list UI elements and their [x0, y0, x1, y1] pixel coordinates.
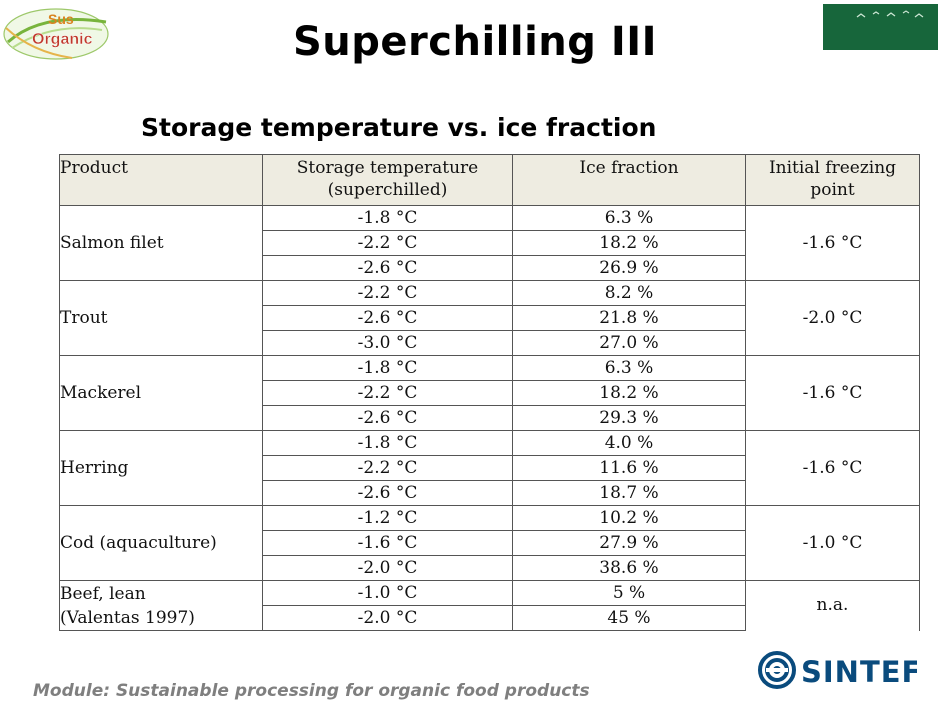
- storage-temperature-cell: -3.0 °C: [262, 330, 513, 356]
- table-row: -2.2 °C 18.2 %: [60, 380, 920, 406]
- module-footer: Module: Sustainable processing for organ…: [33, 681, 590, 701]
- ice-fraction-cell: 38.6 %: [512, 555, 746, 581]
- storage-temperature-cell: -2.2 °C: [262, 455, 513, 481]
- storage-temperature-cell: -2.2 °C: [262, 230, 513, 256]
- ice-fraction-cell: 10.2 %: [512, 505, 746, 531]
- product-name: Beef, lean: [60, 583, 146, 604]
- table-row: -1.6 °C 27.9 %: [60, 530, 920, 556]
- table-row: -2.6 °C 29.3 %: [60, 405, 920, 431]
- table-row: -2.6 °C 21.8 %: [60, 305, 920, 331]
- ice-fraction-table: Product Storage temperature (superchille…: [59, 154, 920, 631]
- storage-temperature-cell: -1.8 °C: [262, 430, 513, 456]
- storage-temperature-cell: -2.6 °C: [262, 405, 513, 431]
- ice-fraction-cell: 27.0 %: [512, 330, 746, 356]
- product-cell: Mackerel: [59, 355, 263, 431]
- ice-fraction-cell: 8.2 %: [512, 280, 746, 306]
- table-row: Herring -1.8 °C 4.0 % -1.6 °C: [59, 430, 920, 506]
- initial-freezing-point-cell: -1.0 °C: [745, 505, 920, 581]
- svg-text:Sus: Sus: [48, 11, 74, 27]
- storage-temperature-cell: -1.6 °C: [262, 530, 513, 556]
- table-row: -3.0 °C 27.0 %: [60, 330, 920, 356]
- ice-fraction-cell: 18.2 %: [512, 380, 746, 406]
- storage-temperature-cell: -1.0 °C: [262, 580, 513, 606]
- product-cell: Beef, lean (Valentas 1997): [59, 580, 263, 631]
- storage-temperature-cell: -2.6 °C: [262, 255, 513, 281]
- table-row: Mackerel -1.8 °C 6.3 % -1.6 °C: [59, 355, 920, 431]
- table-row: -2.6 °C 18.7 %: [60, 480, 920, 506]
- storage-temperature-cell: -2.6 °C: [262, 305, 513, 331]
- storage-temperature-cell: -1.8 °C: [262, 355, 513, 381]
- ice-fraction-cell: 26.9 %: [512, 255, 746, 281]
- product-cell: Trout: [59, 280, 263, 356]
- product-cell: Cod (aquaculture): [59, 505, 263, 581]
- storage-temperature-cell: -1.2 °C: [262, 505, 513, 531]
- storage-temperature-cell: -2.2 °C: [262, 280, 513, 306]
- table-row: -2.2 °C 18.2 %: [60, 230, 920, 256]
- ice-fraction-cell: 6.3 %: [512, 205, 746, 231]
- sus-organic-logo: Sus Organic: [2, 2, 110, 64]
- core-organic-logo: [823, 4, 938, 50]
- table-row: Cod (aquaculture) -1.2 °C 10.2 % -1.0 °C: [59, 505, 920, 581]
- initial-freezing-point-cell: -1.6 °C: [745, 205, 920, 281]
- product-cell: Salmon filet: [59, 205, 263, 281]
- column-header-product: Product: [59, 154, 263, 206]
- ice-fraction-cell: 11.6 %: [512, 455, 746, 481]
- ice-fraction-cell: 21.8 %: [512, 305, 746, 331]
- storage-temperature-cell: -2.0 °C: [262, 555, 513, 581]
- storage-temperature-cell: -2.0 °C: [262, 605, 513, 631]
- svg-text:Organic: Organic: [32, 31, 93, 48]
- initial-freezing-point-cell: -2.0 °C: [745, 280, 920, 356]
- column-header-ice-fraction: Ice fraction: [512, 154, 746, 206]
- storage-temperature-cell: -1.8 °C: [262, 205, 513, 231]
- ice-fraction-cell: 29.3 %: [512, 405, 746, 431]
- initial-freezing-point-cell: -1.6 °C: [745, 430, 920, 506]
- product-source-note: (Valentas 1997): [60, 607, 195, 628]
- table-row: -2.0 °C 45 %: [60, 605, 920, 631]
- sintef-logo: SINTEF: [757, 648, 921, 692]
- column-header-initial-freezing-point: Initial freezing point: [745, 154, 920, 206]
- storage-temperature-cell: -2.2 °C: [262, 380, 513, 406]
- ice-fraction-cell: 18.2 %: [512, 230, 746, 256]
- ice-fraction-cell: 45 %: [512, 605, 746, 631]
- birds-icon: [856, 10, 924, 18]
- ice-fraction-cell: 6.3 %: [512, 355, 746, 381]
- product-cell: Herring: [59, 430, 263, 506]
- initial-freezing-point-cell: n.a.: [745, 580, 920, 631]
- table-row: Beef, lean (Valentas 1997) -1.0 °C 5 % n…: [59, 580, 920, 631]
- initial-freezing-point-cell: -1.6 °C: [745, 355, 920, 431]
- slide-subtitle: Storage temperature vs. ice fraction: [141, 113, 657, 142]
- table-row: Trout -2.2 °C 8.2 % -2.0 °C: [59, 280, 920, 356]
- ice-fraction-cell: 5 %: [512, 580, 746, 606]
- column-header-storage-temperature: Storage temperature (superchilled): [262, 154, 513, 206]
- ice-fraction-cell: 4.0 %: [512, 430, 746, 456]
- slide-title: Superchilling III: [293, 19, 657, 65]
- table-row: Salmon filet -1.8 °C 6.3 % -1.6 °C: [59, 205, 920, 281]
- ice-fraction-cell: 18.7 %: [512, 480, 746, 506]
- ice-fraction-cell: 27.9 %: [512, 530, 746, 556]
- table-header-row: Product Storage temperature (superchille…: [59, 154, 920, 206]
- svg-text:SINTEF: SINTEF: [801, 655, 917, 689]
- storage-temperature-cell: -2.6 °C: [262, 480, 513, 506]
